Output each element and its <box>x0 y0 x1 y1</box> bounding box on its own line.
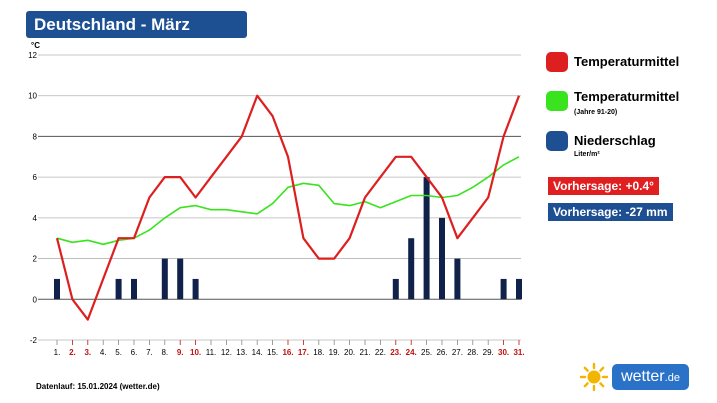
x-tick-label: 14. <box>252 348 263 357</box>
temperature-line <box>55 94 521 321</box>
x-tick-label: 22. <box>375 348 386 357</box>
precipitation-bar <box>131 278 137 300</box>
precipitation-bar <box>439 217 445 300</box>
x-tick-label: 5. <box>115 348 122 357</box>
sun-icon <box>579 362 609 392</box>
x-tick-label: 28. <box>467 348 478 357</box>
x-tick-label: 31. <box>513 348 524 357</box>
precipitation-bar <box>500 278 507 300</box>
x-tick-label: 16. <box>282 348 293 357</box>
precipitation-bar <box>516 278 522 300</box>
x-tick-label: 19. <box>329 348 340 357</box>
precipitation-bar <box>177 258 184 300</box>
x-tick-label: 6. <box>131 348 138 357</box>
x-tick-label: 20. <box>344 348 355 357</box>
x-tick-label: 29. <box>483 348 494 357</box>
forecast-temperature-badge: Vorhersage: +0.4° <box>548 177 659 195</box>
precipitation-bar <box>454 258 461 300</box>
climate-temperature-line <box>56 156 520 246</box>
precipitation-bar <box>423 177 430 300</box>
x-tick-label: 9. <box>177 348 184 357</box>
x-tick-label: 21. <box>359 348 370 357</box>
x-tick-label: 15. <box>267 348 278 357</box>
x-tick-label: 27. <box>452 348 463 357</box>
x-tick-label: 8. <box>161 348 168 357</box>
legend-label-temperature: Temperaturmittel <box>574 54 680 69</box>
x-tick-label: 7. <box>146 348 153 357</box>
legend-swatch-temperature <box>546 52 568 72</box>
y-tick-label: -2 <box>30 336 38 345</box>
precipitation-bar <box>115 278 122 300</box>
x-tick-label: 1. <box>54 348 61 357</box>
x-axis: 1. 2. 3. 4. 5. 6. 7. 8. 9. 10. 11. 12. 13. 14. 15. 16. 1… <box>54 340 525 357</box>
chart-grid <box>38 54 521 341</box>
brand-name: wetter <box>621 368 665 385</box>
y-tick-label: 6 <box>33 173 38 182</box>
brand-logo[interactable]: wetter.de <box>612 364 689 390</box>
x-tick-label: 13. <box>236 348 247 357</box>
legend-label-precipitation: Niederschlag <box>574 133 656 148</box>
forecast-precipitation-badge: Vorhersage: -27 mm <box>548 203 673 221</box>
x-tick-label: 2. <box>69 348 76 357</box>
y-axis-labels: -2 0 2 4 6 8 10 12 <box>28 51 37 345</box>
x-tick-label: 11. <box>206 348 217 357</box>
y-tick-label: 2 <box>33 255 38 264</box>
legend-sub-climate: (Jahre 91-20) <box>574 109 618 116</box>
page-title: Deutschland - März <box>26 11 247 38</box>
precipitation-bar <box>408 238 415 300</box>
y-tick-label: 8 <box>33 132 38 141</box>
x-tick-label: 18. <box>313 348 324 357</box>
brand-tld: .de <box>664 372 680 384</box>
legend-swatch-precipitation <box>546 131 568 151</box>
y-tick-label: 10 <box>28 92 37 101</box>
legend-label-climate: Temperaturmittel <box>574 89 680 104</box>
precipitation-bar <box>161 258 168 300</box>
precipitation-bar <box>192 278 199 300</box>
temperature-lines <box>55 94 521 321</box>
y-axis-unit: °C <box>31 41 40 50</box>
precipitation-bars <box>54 177 522 300</box>
x-tick-label: 3. <box>84 348 91 357</box>
x-tick-label: 26. <box>436 348 447 357</box>
x-tick-label: 30. <box>498 348 509 357</box>
legend-unit-precipitation: Liter/m² <box>574 151 600 158</box>
x-tick-label: 23. <box>390 348 401 357</box>
x-tick-label: 25. <box>421 348 432 357</box>
precipitation-bar <box>54 278 60 300</box>
x-tick-label: 17. <box>298 348 309 357</box>
x-tick-label: 12. <box>221 348 232 357</box>
precipitation-bar <box>392 278 399 300</box>
legend-swatch-climate <box>546 91 568 111</box>
y-tick-label: 4 <box>33 214 38 223</box>
x-tick-label: 10. <box>190 348 201 357</box>
x-tick-label: 24. <box>406 348 417 357</box>
x-tick-label: 4. <box>100 348 107 357</box>
data-run-footer: Datenlauf: 15.01.2024 (wetter.de) <box>36 382 160 391</box>
y-tick-label: 12 <box>28 51 37 60</box>
y-tick-label: 0 <box>33 295 38 304</box>
